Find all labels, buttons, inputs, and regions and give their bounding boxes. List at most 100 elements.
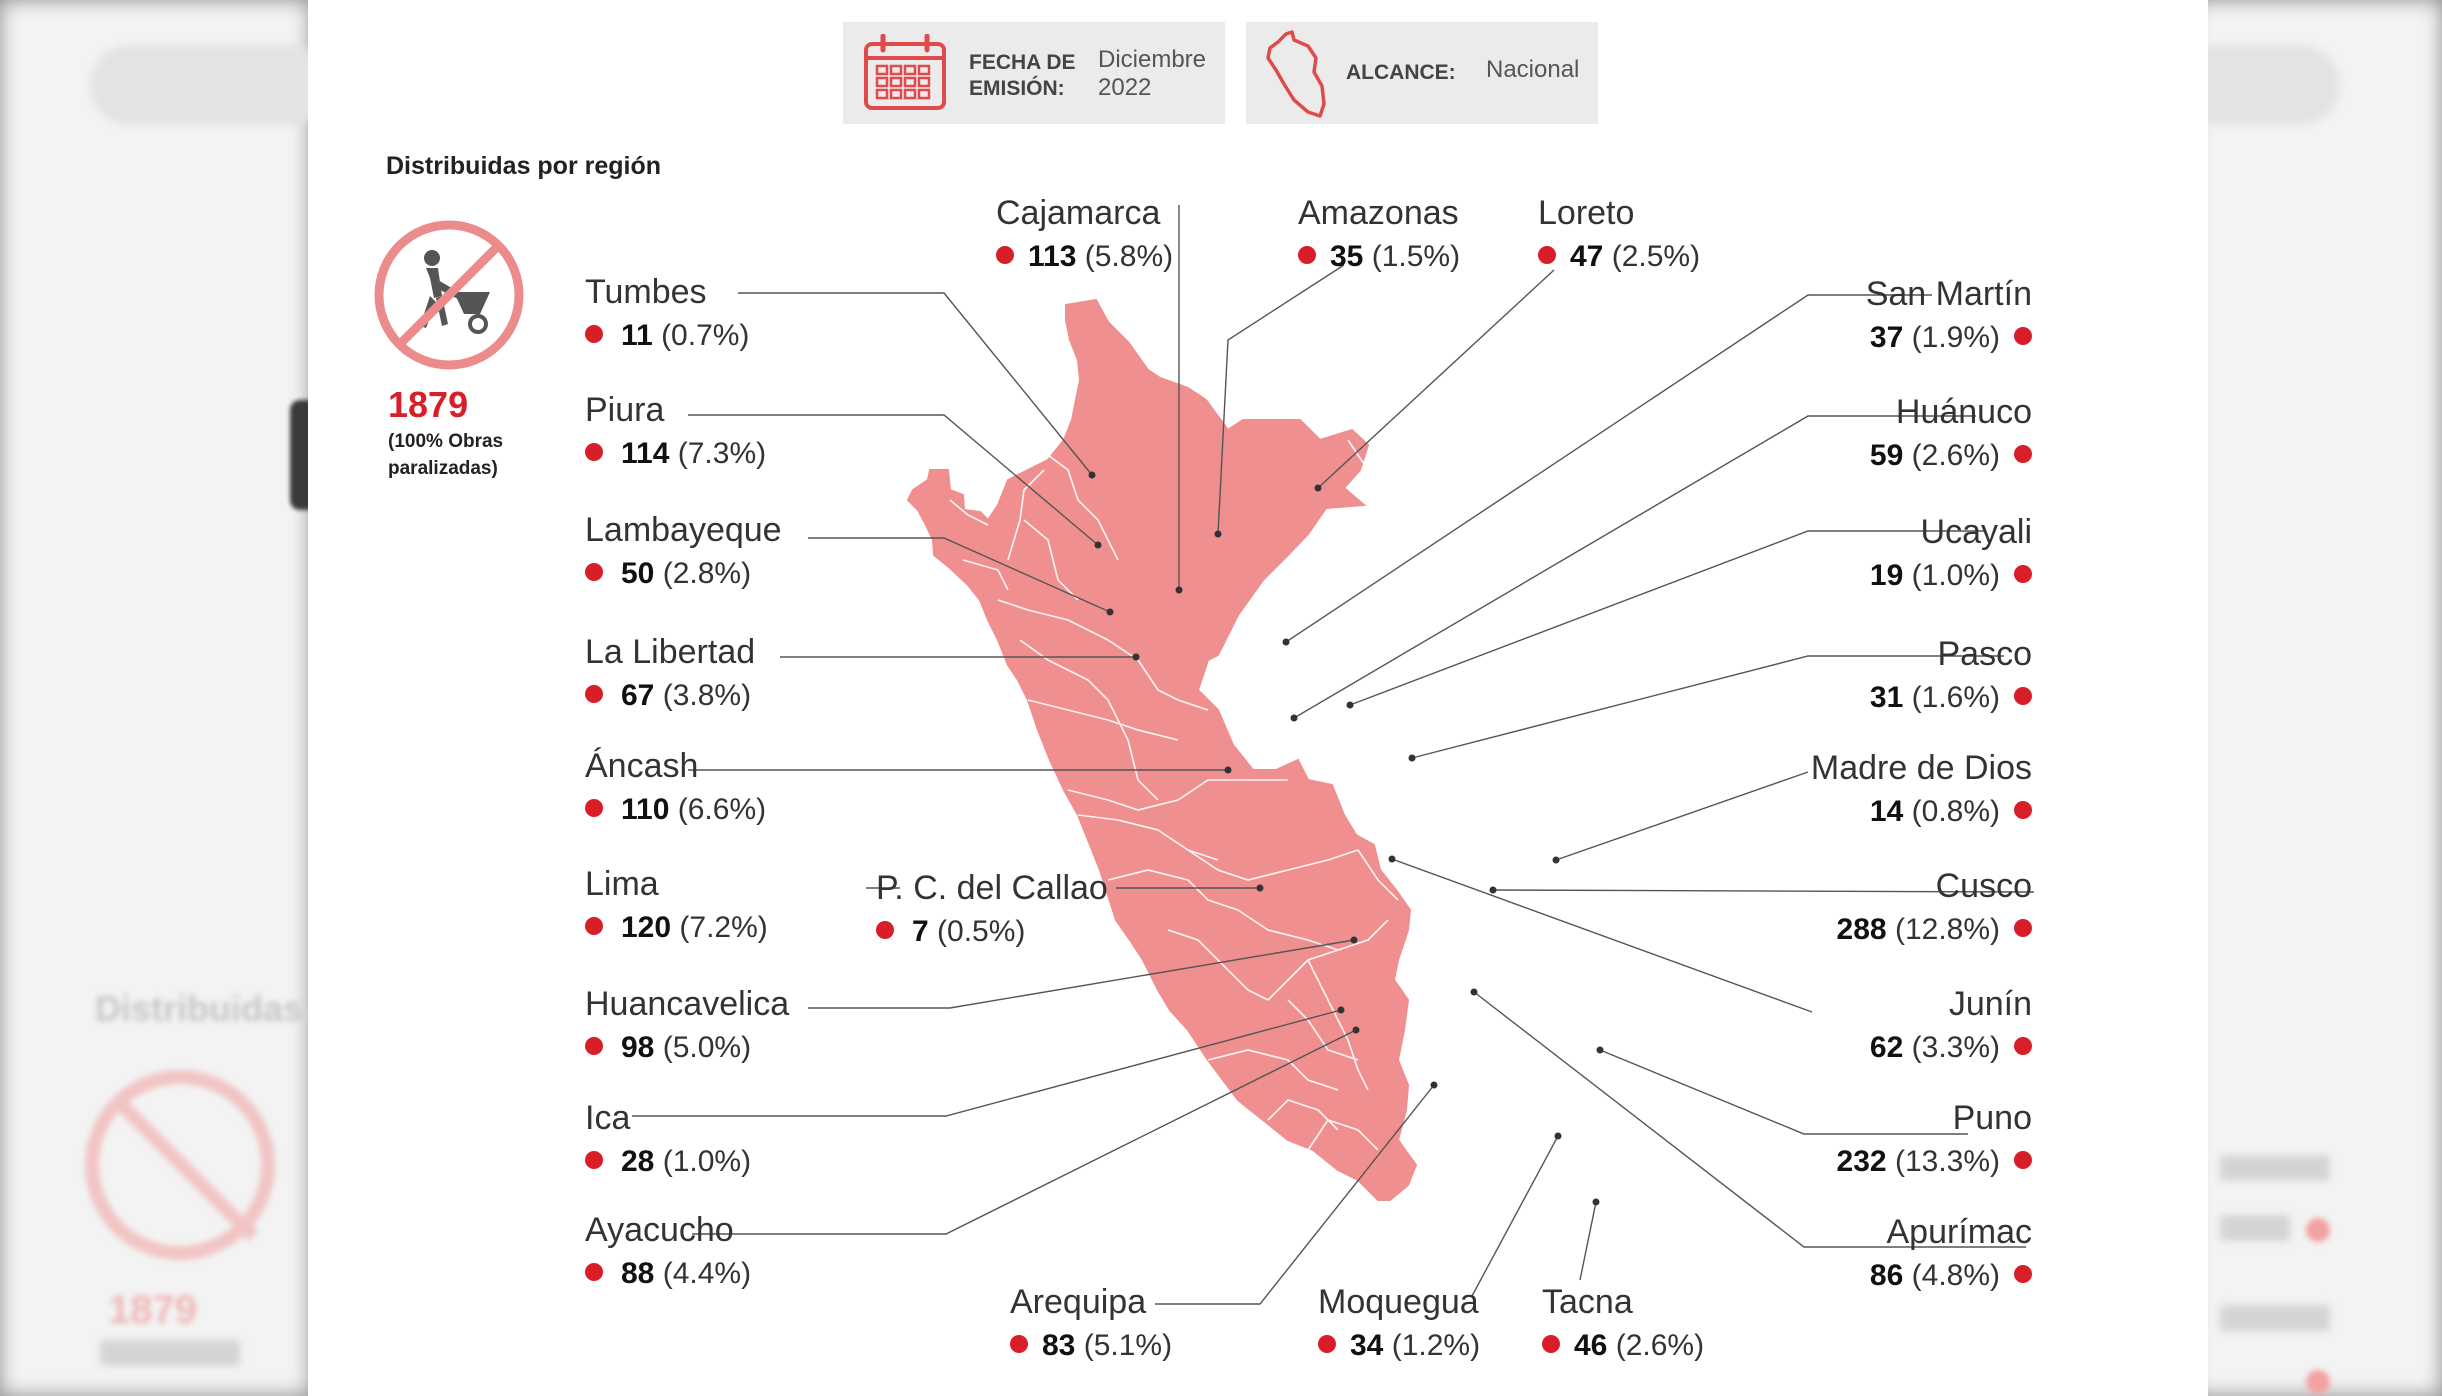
region-count: 67	[621, 679, 655, 712]
red-dot-marker	[1010, 1335, 1028, 1354]
region-count: 28	[621, 1145, 655, 1178]
region-label-loreto: Loreto 47 (2.5%)	[1538, 193, 1700, 277]
region-count: 34	[1350, 1329, 1384, 1362]
region-percent: (5.8%)	[1084, 240, 1174, 273]
region-count: 7	[912, 915, 929, 948]
region-percent: (2.6%)	[1911, 439, 2000, 472]
red-dot-marker	[1298, 246, 1316, 265]
region-name: Lima	[585, 865, 659, 903]
region-label-madre-de-dios: Madre de Dios 14 (0.8%)	[1811, 748, 2032, 832]
region-name: Ica	[585, 1099, 631, 1137]
background-ghost-heading: Distribuidas p	[95, 988, 336, 1029]
region-name: Loreto	[1538, 194, 1635, 232]
region-percent: (5.0%)	[662, 1031, 752, 1064]
issue-date-chip: FECHA DE EMISIÓN: Diciembre 2022	[843, 22, 1225, 124]
region-percent: (5.1%)	[1083, 1329, 1173, 1362]
region-label-callao: P. C. del Callao 7 (0.5%)	[876, 868, 1108, 952]
red-dot-marker	[585, 1037, 603, 1056]
region-percent: (3.3%)	[1911, 1031, 2000, 1064]
background-ghost-number: 1879	[108, 1288, 197, 1332]
region-label-lambayeque: Lambayeque 50 (2.8%)	[585, 510, 782, 594]
issue-date-label: FECHA DE EMISIÓN:	[969, 51, 1076, 100]
red-dot-marker	[585, 1263, 603, 1282]
region-percent: (0.5%)	[937, 915, 1026, 948]
region-name: Ucayali	[1920, 513, 2032, 551]
region-label-junin: Junín 62 (3.3%)	[1870, 984, 2032, 1068]
region-label-moquegua: Moquegua 34 (1.2%)	[1318, 1282, 1480, 1366]
region-count: 62	[1869, 1031, 1904, 1064]
red-dot-marker	[2014, 1265, 2032, 1284]
red-dot-marker	[2014, 327, 2032, 346]
region-name: Moquegua	[1318, 1283, 1479, 1321]
red-dot-marker	[2014, 687, 2032, 706]
region-count: 232	[1836, 1145, 1887, 1178]
scope-chip: ALCANCE: Nacional	[1246, 22, 1598, 124]
region-percent: (2.8%)	[662, 557, 752, 590]
region-count: 120	[621, 911, 672, 944]
region-count: 59	[1869, 439, 1904, 472]
region-name: Pasco	[1937, 635, 2033, 673]
region-name: Tumbes	[585, 273, 707, 311]
region-percent: (1.2%)	[1391, 1329, 1481, 1362]
region-count: 35	[1330, 240, 1364, 273]
region-label-puno: Puno 232 (13.3%)	[1837, 1098, 2032, 1182]
region-name: Piura	[585, 391, 665, 429]
issue-date-value: Diciembre 2022	[1098, 46, 1207, 101]
total-count: 1879	[388, 384, 469, 425]
red-dot-marker	[2014, 801, 2032, 820]
region-label-cajamarca: Cajamarca 113 (5.8%)	[996, 193, 1173, 277]
scope-label: ALCANCE:	[1346, 61, 1456, 84]
region-label-ica: Ica 28 (1.0%)	[585, 1098, 751, 1182]
region-label-ancash: Áncash 110 (6.6%)	[585, 746, 766, 830]
region-count: 50	[621, 557, 655, 590]
region-label-pasco: Pasco 31 (1.6%)	[1870, 634, 2032, 718]
region-label-arequipa: Arequipa 83 (5.1%)	[1010, 1282, 1172, 1366]
background-ghost-dot	[2306, 1370, 2330, 1394]
region-percent: (1.9%)	[1911, 321, 2000, 354]
background-ghost-bar	[2220, 1305, 2330, 1331]
calendar-icon	[864, 34, 946, 110]
region-label-tumbes: Tumbes 11 (0.7%)	[585, 272, 749, 356]
leader-lines	[632, 205, 2035, 1305]
region-count: 19	[1869, 559, 1904, 592]
region-name: Arequipa	[1010, 1283, 1147, 1321]
region-name: Puno	[1952, 1099, 2032, 1137]
region-label-san-martin: San Martín 37 (1.9%)	[1866, 274, 2032, 358]
region-count: 83	[1042, 1329, 1076, 1362]
region-count: 288	[1836, 913, 1887, 946]
region-count: 114	[621, 437, 670, 470]
region-label-huanuco: Huánuco 59 (2.6%)	[1870, 392, 2032, 476]
worker-wheelbarrow-prohibited-icon	[374, 220, 524, 370]
region-count: 14	[1869, 795, 1904, 828]
region-count: 110	[621, 793, 670, 826]
region-percent: (6.6%)	[677, 793, 767, 826]
region-name: Lambayeque	[585, 511, 782, 549]
region-count: 11	[621, 319, 653, 352]
peru-outline-icon	[1266, 30, 1326, 118]
region-label-la-libertad: La Libertad 67 (3.8%)	[585, 632, 755, 716]
background-ghost-icon	[85, 1070, 275, 1260]
red-dot-marker	[1542, 1335, 1560, 1354]
red-dot-marker	[2014, 565, 2032, 584]
red-dot-marker	[996, 246, 1014, 265]
red-dot-marker	[585, 563, 603, 582]
region-percent: (2.6%)	[1615, 1329, 1705, 1362]
region-name: Huancavelica	[585, 985, 790, 1023]
region-percent: (4.4%)	[662, 1257, 752, 1290]
region-name: Madre de Dios	[1810, 749, 2032, 787]
region-percent: (0.8%)	[1911, 795, 2000, 828]
red-dot-marker	[876, 921, 894, 940]
region-percent: (13.3%)	[1894, 1145, 2000, 1178]
red-dot-marker	[2014, 1151, 2032, 1170]
leader-endpoints	[1088, 471, 1604, 1206]
region-percent: (1.5%)	[1371, 240, 1461, 273]
region-count: 46	[1574, 1329, 1608, 1362]
red-dot-marker	[2014, 919, 2032, 938]
region-percent: (2.5%)	[1611, 240, 1701, 273]
red-dot-marker	[2014, 1037, 2032, 1056]
peru-map-outline	[906, 298, 1418, 1201]
region-borders	[949, 439, 1399, 1151]
region-label-cusco: Cusco 288 (12.8%)	[1837, 866, 2032, 950]
region-name: Cusco	[1935, 867, 2032, 905]
region-name: Apurímac	[1886, 1213, 2033, 1251]
